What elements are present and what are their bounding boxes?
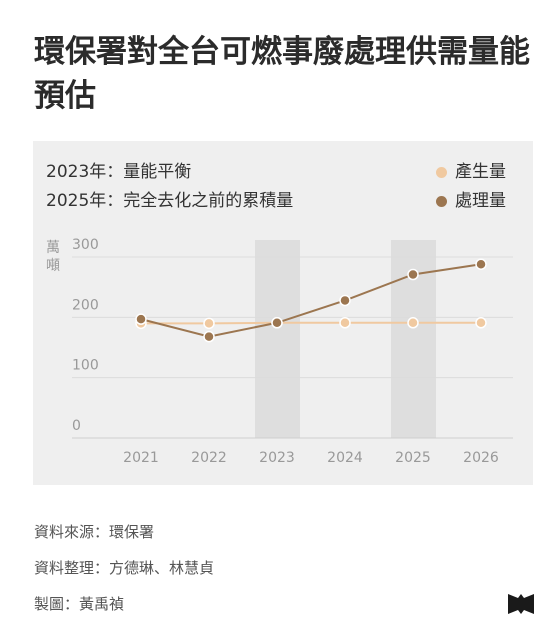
x-tick-label: 2024 xyxy=(327,450,363,466)
chart-title: 環保署對全台可燃事廢處理供需量能預估 xyxy=(34,34,530,114)
legend-item: 處理量 xyxy=(436,187,506,216)
data-point xyxy=(339,317,351,329)
series-line xyxy=(140,263,482,338)
series-line xyxy=(141,321,481,325)
y-tick-label: 200 xyxy=(72,297,99,313)
y-axis-unit: 萬噸 xyxy=(46,240,60,274)
annotation-notes: 2023年：量能平衡 2025年：完全去化之前的累積量 xyxy=(46,158,293,216)
legend-swatch xyxy=(436,196,447,207)
x-tick-label: 2023 xyxy=(259,450,295,466)
data-point xyxy=(407,317,419,329)
footer-compiled: 資料整理：方德琳、林慧貞 xyxy=(34,559,215,577)
data-point xyxy=(271,317,283,329)
x-tick-label: 2022 xyxy=(191,450,227,466)
highlight-band xyxy=(255,240,300,438)
legend-swatch xyxy=(436,167,447,178)
y-tick-label: 300 xyxy=(72,237,99,253)
x-tick-label: 2025 xyxy=(395,450,431,466)
data-point xyxy=(203,317,215,330)
data-point xyxy=(407,268,419,281)
legend-item: 產生量 xyxy=(436,158,506,187)
data-point xyxy=(339,294,351,307)
legend-label: 處理量 xyxy=(455,191,506,211)
data-point xyxy=(475,258,487,270)
annotation-note: 2023年：量能平衡 xyxy=(46,162,192,182)
y-tick-label: 100 xyxy=(72,358,99,374)
annotation-note: 2025年：完全去化之前的累積量 xyxy=(46,191,294,211)
footer-design: 製圖：黃禹禎 xyxy=(34,595,125,613)
footer-source: 資料來源：環保署 xyxy=(34,523,155,541)
y-tick-label: 0 xyxy=(72,418,81,434)
data-point xyxy=(203,330,215,343)
data-point xyxy=(475,317,487,329)
x-tick-label: 2021 xyxy=(123,450,159,466)
publisher-logo-icon xyxy=(508,594,534,614)
data-point xyxy=(135,313,147,325)
x-tick-label: 2026 xyxy=(463,450,499,466)
legend-label: 產生量 xyxy=(455,162,506,182)
legend: 產生量 處理量 xyxy=(436,158,506,216)
